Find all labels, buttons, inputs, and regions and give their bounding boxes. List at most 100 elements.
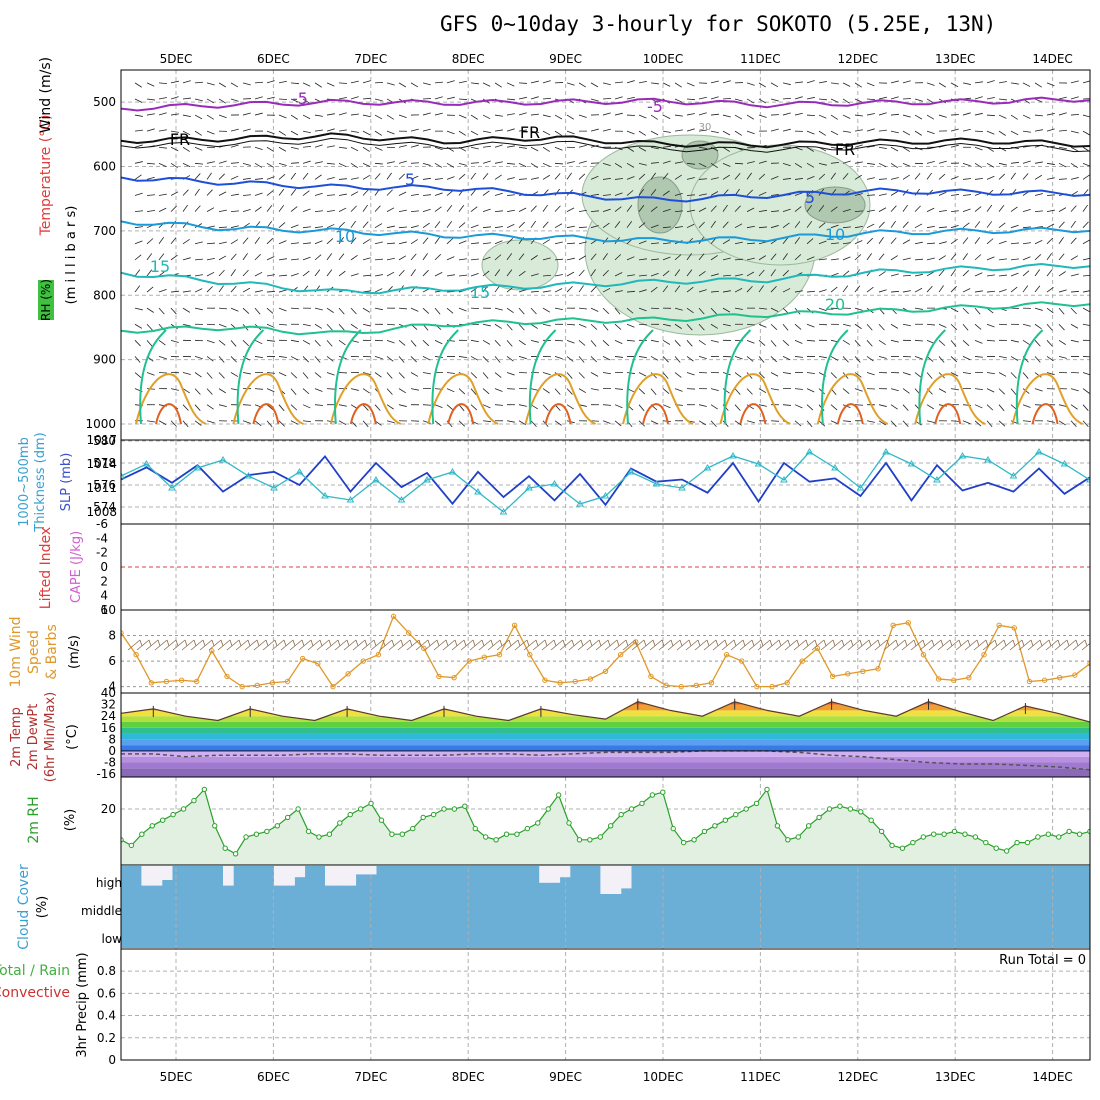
upper-wind-barb	[854, 98, 863, 103]
upper-wind-barb	[926, 372, 933, 379]
boundary-contour-inner	[934, 403, 962, 425]
upper-wind-barb	[626, 307, 634, 314]
upper-wind-barb	[854, 82, 862, 88]
upper-wind-barb	[326, 238, 334, 245]
upper-wind-barb	[794, 404, 803, 409]
upper-wind-barb	[326, 82, 335, 87]
upper-wind-barb	[362, 80, 371, 84]
lifted-index-tick: -4	[96, 531, 108, 545]
upper-wind-barb	[326, 269, 333, 277]
surface-wind-barb	[856, 639, 870, 651]
upper-wind-barb	[914, 356, 923, 360]
upper-wind-barb	[1022, 420, 1032, 422]
upper-wind-barb	[650, 286, 658, 293]
rh-point	[858, 809, 864, 815]
upper-wind-barb	[782, 128, 791, 132]
surface-wind-barb	[532, 639, 546, 651]
upper-wind-barb	[1046, 269, 1053, 277]
upper-wind-barb	[458, 162, 467, 166]
upper-wind-barb	[746, 323, 756, 326]
upper-wind-barb	[218, 404, 227, 408]
upper-wind-barb	[830, 162, 839, 164]
upper-wind-barb	[266, 176, 275, 180]
upper-wind-barb	[1034, 98, 1043, 103]
date-label-top: 11DEC	[740, 52, 780, 66]
upper-wind-barb	[182, 404, 189, 411]
upper-wind-barb	[422, 372, 431, 375]
upper-wind-barb	[722, 114, 731, 118]
rh-point	[222, 845, 228, 851]
upper-wind-barb	[722, 323, 731, 327]
upper-wind-barb	[374, 404, 381, 411]
upper-wind-barb	[494, 210, 504, 212]
upper-wind-barb	[650, 146, 659, 150]
upper-wind-barb	[314, 226, 323, 229]
upper-wind-barb	[1022, 130, 1031, 133]
upper-wind-barb	[338, 307, 345, 315]
slp-marker	[1086, 476, 1090, 483]
upper-wind-barb	[146, 420, 155, 423]
upper-wind-barb	[194, 162, 203, 165]
upper-wind-barb	[734, 372, 742, 378]
upper-wind-barb	[338, 221, 346, 228]
rh-point	[899, 845, 906, 851]
upper-wind-barb	[218, 255, 227, 261]
surface-wind-barb-flag	[328, 639, 332, 647]
upper-wind-barb	[1046, 323, 1053, 331]
surface-wind-barb-flag	[670, 639, 674, 647]
upper-wind-barb	[614, 221, 621, 228]
upper-wind-barb	[230, 128, 239, 132]
rh-point	[962, 831, 968, 837]
upper-wind-barb	[914, 339, 924, 342]
upper-wind-barb	[254, 356, 263, 359]
upper-wind-barb	[638, 204, 645, 212]
surface-wind-barb	[793, 639, 807, 651]
temp-contour	[121, 176, 1090, 203]
upper-wind-barb	[446, 372, 455, 374]
upper-wind-barb	[710, 339, 719, 343]
upper-wind-barb	[470, 224, 479, 229]
upper-wind-barb	[962, 340, 970, 346]
upper-wind-barb	[494, 307, 503, 311]
upper-wind-barb	[290, 146, 299, 150]
surface-wind-barb	[262, 639, 276, 651]
upper-wind-barb	[842, 388, 850, 394]
slp-marker	[652, 480, 661, 487]
upper-wind-barb	[530, 205, 537, 212]
upper-wind-barb	[542, 274, 552, 277]
upper-wind-barb	[638, 289, 647, 293]
upper-wind-barb	[866, 194, 876, 196]
upper-wind-barb	[674, 340, 681, 347]
upper-wind-barb	[158, 129, 167, 132]
upper-wind-barb	[986, 130, 995, 135]
upper-wind-barb	[698, 207, 707, 212]
upper-wind-barb	[146, 113, 155, 116]
upper-wind-barb	[182, 162, 191, 168]
wind-label: Wind (m/s)	[38, 57, 54, 133]
slp-marker	[882, 448, 890, 455]
surface-wind-barb	[1045, 639, 1059, 651]
upper-wind-barb	[362, 162, 371, 168]
upper-wind-barb	[1022, 323, 1031, 327]
slp-marker	[805, 448, 814, 455]
upper-wind-barb	[182, 257, 191, 261]
upper-wind-barb	[446, 176, 455, 180]
wind10m-unit: (m/s)	[67, 635, 82, 669]
rh-point	[785, 837, 791, 843]
upper-wind-barb	[422, 269, 429, 277]
upper-wind-barb	[878, 162, 887, 168]
upper-wind-barb	[854, 356, 861, 363]
upper-wind-barb	[926, 271, 935, 277]
upper-wind-barb	[950, 323, 958, 331]
upper-wind-barb	[998, 130, 1006, 136]
upper-wind-barb	[518, 96, 527, 100]
upper-wind-barb	[746, 207, 755, 212]
wind-speed-point	[981, 651, 987, 658]
upper-wind-barb	[638, 323, 648, 326]
upper-wind-barb	[230, 98, 239, 102]
upper-wind-barb	[290, 420, 299, 425]
upper-wind-barb	[650, 388, 657, 395]
upper-wind-barb	[266, 274, 275, 277]
upper-wind-barb	[578, 323, 587, 328]
surface-wind-barb-flag	[715, 639, 719, 647]
